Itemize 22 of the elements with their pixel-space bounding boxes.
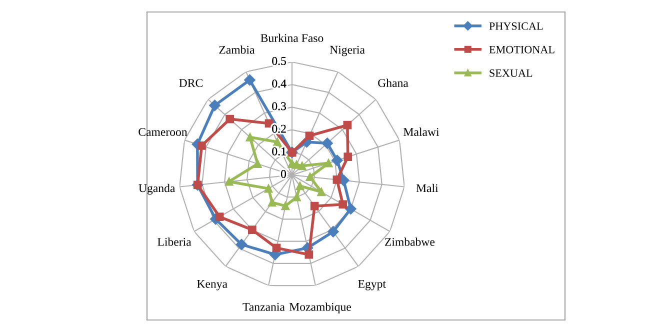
y-tick-label: 0.5 [272, 56, 286, 66]
spoke-label: Cameroon [138, 128, 188, 136]
y-tick-label: 0.3 [272, 102, 286, 110]
y-tick-label: 0 [280, 170, 286, 178]
legend-label: PHYSICAL [489, 22, 543, 30]
spoke-label: Mali [416, 184, 438, 192]
spoke-label: DRC [179, 79, 202, 88]
spoke-label: Liberia [158, 238, 192, 246]
spoke-label: Ghana [378, 78, 408, 88]
spoke-label: Uganda [138, 184, 176, 195]
spoke-label: Malawi [404, 128, 440, 136]
spoke-label: Kenya [197, 280, 228, 290]
legend-label: EMOTIONAL [489, 46, 554, 54]
spoke-label: Nigeria [330, 46, 365, 56]
spoke-label: Tanzania [242, 302, 285, 311]
spoke-label: Burkina Faso [260, 34, 324, 42]
spoke-label: Zimbabwe [385, 238, 435, 246]
spoke-label: Mozambique [289, 302, 351, 314]
spoke-label: Zambia [219, 45, 255, 54]
legend-label: SEXUAL [490, 69, 532, 77]
y-tick-label: 0.4 [272, 80, 286, 88]
spoke-label: Egypt [358, 280, 386, 290]
